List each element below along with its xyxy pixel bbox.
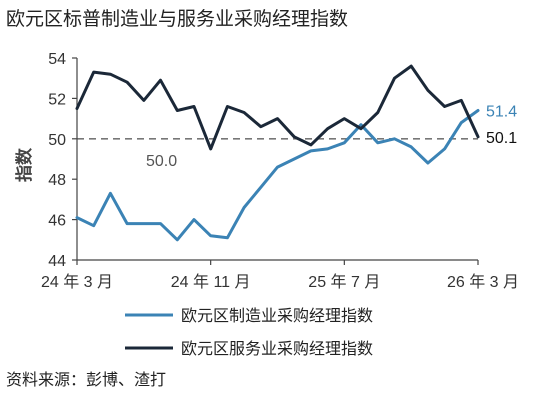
y-tick-label: 46 (48, 213, 66, 230)
x-tick-label: 24 年 11 月 (171, 273, 251, 291)
y-axis-title: 指数 (14, 147, 35, 182)
series-layer (75, 64, 480, 242)
y-tick-label: 50 (48, 132, 66, 149)
x-tick-label: 25 年 7 月 (308, 273, 380, 291)
services-end-label: 50.1 (486, 130, 517, 147)
axis-layer: 44 46 48 50 52 54 指数 24 年 3 月 24 年 11 月 25 年 7 月 2… (14, 51, 519, 291)
legend-label-services: 欧元区服务业采购经理指数 (181, 339, 373, 358)
label-layer: 50.0 51.4 50.1 (146, 104, 517, 170)
manufacturing-end-label: 51.4 (486, 104, 517, 121)
chart-title: 欧元区标普制造业与服务业采购经理指数 (6, 8, 349, 30)
y-tick-label: 52 (48, 91, 66, 108)
manufacturing-pmi-line (75, 109, 480, 242)
y-tick-label: 48 (48, 172, 66, 189)
y-tick-label: 44 (48, 253, 66, 270)
x-tick-label: 24 年 3 月 (41, 273, 113, 291)
source-note: 资料来源：彭博、渣打 (6, 370, 167, 389)
legend-label-manufacturing: 欧元区制造业采购经理指数 (181, 306, 373, 325)
y-tick-label: 54 (48, 51, 66, 68)
reference-line-label: 50.0 (146, 153, 177, 170)
x-tick-label: 26 年 3 月 (447, 273, 519, 291)
services-pmi-line (75, 64, 480, 151)
